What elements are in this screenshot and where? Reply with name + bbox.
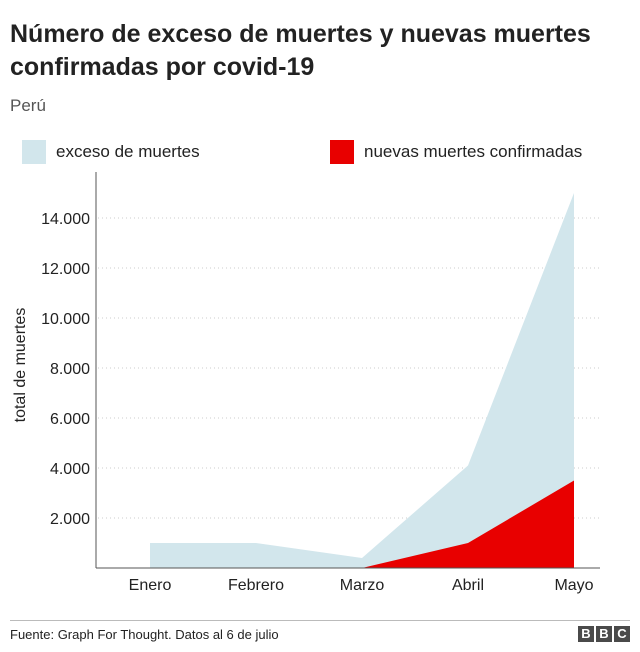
axes: 2.000 4.000 6.000 8.000 10.000 12.000 14.000 En… xyxy=(12,172,600,594)
footer-divider xyxy=(10,620,630,621)
y-tick-label: 8.000 xyxy=(50,361,90,378)
area-confirmed-deaths xyxy=(362,480,574,568)
y-tick-label: 2.000 xyxy=(50,511,90,528)
legend-label-confirmed-deaths: nuevas muertes confirmadas xyxy=(364,142,583,161)
bbc-logo: B B C xyxy=(578,626,630,642)
y-tick-label: 14.000 xyxy=(41,211,90,228)
chart-subtitle: Perú xyxy=(10,96,46,115)
x-tick-label: Febrero xyxy=(228,577,284,594)
source-note: Fuente: Graph For Thought. Datos al 6 de… xyxy=(10,627,279,642)
data-areas xyxy=(150,193,574,568)
legend-item-excess-deaths: exceso de muertes xyxy=(22,140,200,164)
legend-label-excess-deaths: exceso de muertes xyxy=(56,142,200,161)
x-tick-label: Mayo xyxy=(554,577,593,594)
legend-swatch-confirmed-deaths xyxy=(330,140,354,164)
y-tick-label: 12.000 xyxy=(41,261,90,278)
x-tick-label: Enero xyxy=(129,577,172,594)
legend-item-confirmed-deaths: nuevas muertes confirmadas xyxy=(330,140,582,164)
x-tick-label: Marzo xyxy=(340,577,385,594)
chart-title: Número de exceso de muertes y nuevas mue… xyxy=(10,20,591,81)
x-tick-label: Abril xyxy=(452,577,484,594)
bbc-logo-letter: B xyxy=(578,626,594,642)
y-axis-label: total de muertes xyxy=(12,308,29,423)
bbc-logo-letter: C xyxy=(614,626,630,642)
area-chart: 2.000 4.000 6.000 8.000 10.000 12.000 14.000 En… xyxy=(12,172,600,594)
area-excess-deaths xyxy=(150,193,574,568)
legend-swatch-excess-deaths xyxy=(22,140,46,164)
y-tick-label: 10.000 xyxy=(41,311,90,328)
bbc-logo-letter: B xyxy=(596,626,612,642)
y-tick-label: 6.000 xyxy=(50,411,90,428)
y-tick-label: 4.000 xyxy=(50,461,90,478)
